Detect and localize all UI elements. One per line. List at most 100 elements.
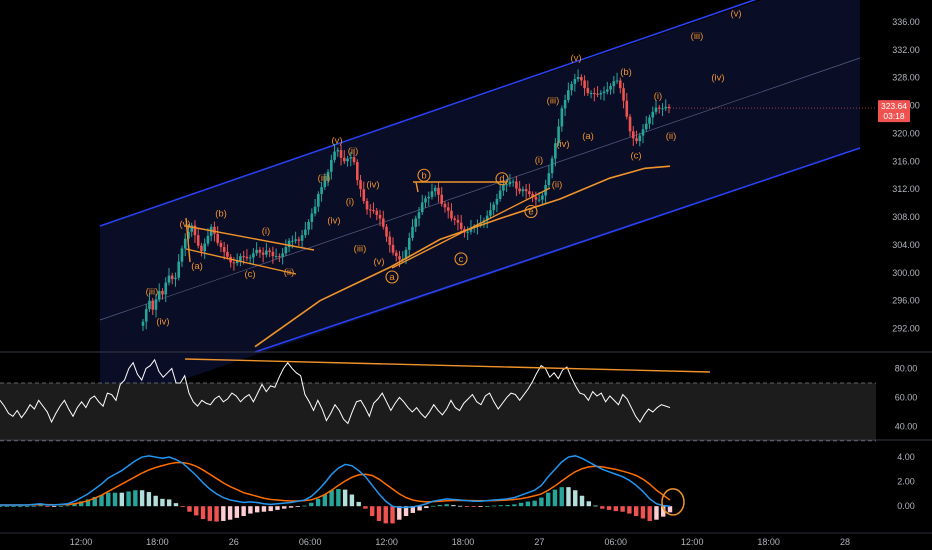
time-tick-label: 12:00 (70, 537, 93, 547)
candle-body (333, 151, 336, 160)
candle-body (141, 321, 145, 326)
candle (258, 247, 262, 258)
candle (157, 283, 161, 303)
macd-histogram-bar (99, 495, 104, 507)
macd-histogram-bar (512, 504, 517, 507)
candle-body (196, 235, 200, 246)
candle-body (242, 256, 245, 258)
candle-body (144, 309, 148, 322)
macd-highlight-circle (661, 488, 685, 516)
candle-body (573, 79, 577, 84)
candle-body (654, 107, 658, 112)
candle (378, 209, 382, 227)
wave-label: (iv) (556, 139, 569, 150)
candle-body (498, 190, 502, 199)
candle (349, 151, 353, 167)
candle-body (203, 243, 206, 252)
macd-histogram-bar (302, 505, 307, 507)
macd-histogram-bar (106, 492, 111, 507)
candle (368, 204, 372, 218)
channel-upper-line (99, 0, 757, 227)
candle (343, 150, 346, 165)
candle (495, 193, 499, 213)
candle-body (631, 131, 635, 139)
macd-histogram-bar (133, 490, 138, 507)
candle (323, 173, 327, 190)
candle-body (284, 247, 288, 254)
candle (433, 185, 437, 197)
wave-label: (iii) (691, 31, 704, 42)
macd-line (0, 455, 671, 509)
candle (586, 80, 590, 96)
macd-histogram-bar (376, 506, 382, 521)
candle-body (330, 159, 333, 172)
candle (446, 202, 450, 219)
wave-circle (417, 168, 431, 182)
candle (563, 94, 567, 117)
candle-body (618, 80, 622, 89)
candle (161, 288, 164, 300)
candle (661, 103, 664, 117)
wave-label: (iv) (711, 73, 724, 84)
candle-body (537, 199, 541, 201)
macd-signal-line (0, 461, 671, 506)
candle-body (359, 180, 362, 190)
candle (190, 222, 194, 237)
candle-body (239, 256, 242, 261)
candle (346, 155, 349, 167)
candle (274, 248, 278, 259)
macd-histogram-bar (92, 496, 97, 507)
wave-circled-label: a (389, 272, 395, 283)
wave-label: (iii) (318, 173, 331, 184)
price-axis: 336.00332.00328.00324.00320.00316.00312.… (892, 17, 920, 334)
rsi-band-fill (0, 382, 876, 441)
candle-body (508, 181, 512, 185)
macd-histogram-bar (593, 505, 598, 507)
price-overlays: (iii) (iv) (v) (b) (a) (c) (i) (ii) (v) (ii) (iii)… (146, 9, 910, 348)
candle-body (226, 251, 229, 257)
macd-histogram-bar (518, 502, 524, 507)
candle-body (187, 231, 190, 239)
candle (196, 227, 200, 249)
candle-body (183, 238, 187, 249)
macd-histogram-bar (356, 501, 361, 507)
candle (583, 75, 586, 96)
last-price-value: 323.64 (881, 101, 907, 111)
candle-body (511, 181, 515, 183)
price-tick-label: 308.00 (892, 212, 920, 222)
candle (307, 219, 310, 235)
candle-body (628, 116, 632, 132)
candle-body (437, 187, 440, 195)
macd-histogram-bar (139, 490, 145, 507)
candle-body (281, 253, 284, 257)
macd-histogram-bar (214, 506, 219, 522)
time-tick-label: 18:00 (452, 537, 475, 547)
candle-body (602, 91, 606, 94)
candle (612, 75, 616, 94)
candle (391, 237, 395, 256)
candle-body (271, 251, 275, 257)
macd-histogram-bar (248, 506, 253, 514)
candle-body (180, 248, 184, 262)
candle-body (515, 181, 518, 189)
candle-body (414, 218, 418, 227)
candle-body (576, 76, 580, 80)
candle-body (541, 195, 544, 200)
candle (317, 191, 320, 212)
candle (151, 297, 155, 315)
pattern-trendline (185, 225, 315, 251)
time-tick-label: 18:00 (146, 537, 169, 547)
candle (515, 176, 518, 197)
candle-body (599, 93, 603, 95)
candle (216, 226, 219, 246)
time-tick-label: 06:00 (605, 537, 628, 547)
candle (664, 99, 668, 112)
macd-histogram-bar (282, 506, 287, 509)
candle (651, 106, 655, 126)
macd-histogram-bar (403, 506, 409, 517)
macd-histogram-bar (647, 506, 652, 521)
candle-body (216, 233, 219, 243)
candle-body (589, 93, 593, 95)
wave-label: (iv) (327, 216, 340, 227)
